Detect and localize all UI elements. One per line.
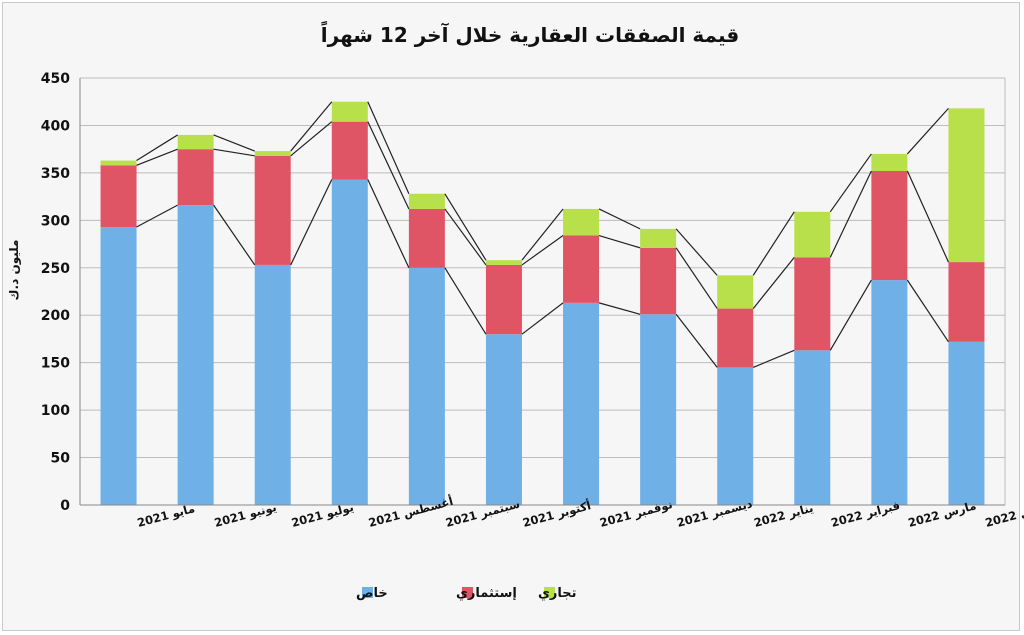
series-connector-line: [752, 349, 795, 368]
series-connector-line: [290, 121, 333, 157]
bar-segment: [717, 308, 754, 368]
bar-segment: [485, 264, 522, 335]
bar-segment: [794, 211, 831, 258]
series-connector-line: [752, 211, 795, 276]
series-connector-line: [829, 170, 872, 258]
series-connector-line: [213, 148, 255, 157]
bar-segment: [717, 275, 754, 309]
series-connector-line: [367, 179, 410, 269]
series-connector-line: [521, 302, 564, 335]
series-connector-line: [675, 247, 718, 309]
bar-segment: [408, 208, 445, 268]
bar-segment: [871, 153, 908, 171]
bar-segment: [640, 314, 677, 505]
series-connector-line: [367, 121, 410, 210]
series-connector-line: [598, 234, 641, 249]
legend-label: تجاري: [538, 586, 577, 601]
bar-segment: [408, 267, 445, 505]
bar-segment: [563, 302, 600, 505]
series-connector-line: [367, 101, 410, 195]
series-connector-line: [906, 279, 949, 343]
bar-segment: [331, 101, 368, 122]
y-tick-label: 150: [41, 356, 70, 372]
bar-segment: [794, 257, 831, 351]
bar-segment: [331, 179, 368, 505]
bar-segment: [331, 121, 368, 180]
bar-segment: [485, 260, 522, 265]
y-tick-label: 300: [41, 213, 70, 229]
y-tick-label: 250: [41, 261, 70, 277]
bar-segment: [408, 193, 445, 209]
bar-segment: [871, 170, 908, 281]
bar-segment: [177, 134, 214, 150]
legend-label: إستثماري: [456, 586, 517, 601]
bar-segment: [254, 264, 291, 505]
series-connector-line: [906, 170, 950, 263]
series-connector-line: [521, 235, 564, 266]
bar-segment: [948, 341, 985, 505]
series-connector-line: [136, 204, 178, 228]
series-connector-line: [136, 148, 178, 166]
plot-background: [80, 78, 1005, 505]
series-connector-line: [906, 107, 949, 155]
bar-segment: [485, 334, 522, 505]
y-tick-label: 400: [41, 118, 70, 134]
bar-segment: [640, 228, 677, 248]
series-connector-line: [444, 193, 487, 261]
y-tick-label: 200: [41, 308, 70, 324]
series-connector-line: [829, 153, 872, 213]
bar-segment: [794, 350, 831, 505]
bar-segment: [640, 247, 677, 315]
bar-segment: [100, 160, 137, 166]
series-connector-line: [675, 228, 718, 276]
legend-swatch: [462, 587, 473, 598]
bar-segment: [177, 205, 214, 505]
legend-label: خاص: [356, 586, 388, 601]
legend-swatch: [544, 587, 555, 598]
series-connector-line: [598, 208, 641, 230]
y-tick-label: 0: [60, 498, 70, 514]
bar-segment: [177, 149, 214, 206]
y-axis-label: مليون د.ك: [7, 240, 22, 301]
bar-segment: [563, 235, 600, 303]
legend-swatch: [362, 587, 373, 598]
bar-segment: [871, 280, 908, 505]
series-connector-line: [598, 302, 641, 315]
series-connector-line: [213, 134, 255, 152]
bar-segment: [948, 108, 985, 263]
series-connector-line: [290, 179, 333, 266]
series-connector-line: [444, 267, 487, 335]
series-connector-line: [521, 208, 564, 261]
series-connector-line: [290, 101, 333, 152]
chart-title: قيمة الصفقات العقارية خلال آخر 12 شهراً: [321, 21, 739, 47]
bar-segment: [100, 165, 137, 227]
bar-segment: [254, 151, 291, 156]
series-connector-line: [752, 256, 795, 309]
x-tick-label: مايو 2021: [136, 501, 197, 531]
series-connector-line: [829, 279, 872, 351]
bar-segment: [717, 367, 754, 505]
y-tick-label: 100: [41, 403, 70, 419]
series-connector-line: [136, 134, 178, 162]
series-connector-line: [444, 208, 487, 266]
series-connector-line: [675, 313, 718, 368]
bar-segment: [563, 208, 600, 236]
bar-segment: [948, 262, 985, 342]
y-tick-label: 50: [51, 451, 71, 467]
y-tick-label: 350: [41, 166, 70, 182]
legend: خاص إستثماري تجاري: [356, 586, 577, 601]
y-tick-label: 450: [41, 71, 70, 87]
series-connector-line: [213, 204, 256, 266]
bar-segment: [254, 155, 291, 265]
bar-segment: [100, 226, 137, 505]
